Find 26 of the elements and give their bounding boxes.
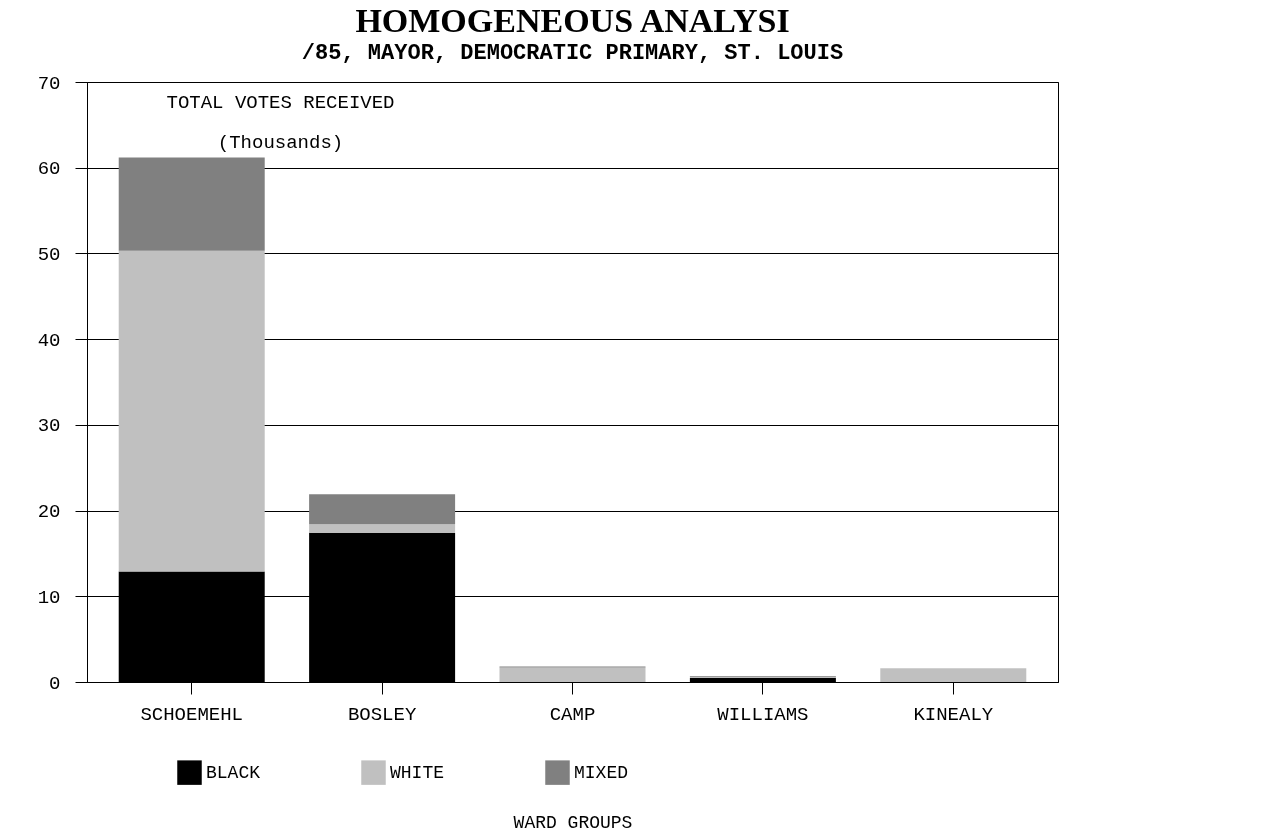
bar xyxy=(118,157,265,251)
y-tick-label: 10 xyxy=(37,586,61,609)
bar xyxy=(309,494,456,525)
bar xyxy=(499,667,646,682)
y-tick-label: 60 xyxy=(37,158,61,181)
x-tick-label: KINEALY xyxy=(913,703,994,726)
bar xyxy=(309,524,456,533)
y-tick-label: 0 xyxy=(49,672,61,695)
y-tick-label: 30 xyxy=(37,415,61,438)
y-tick-label: 70 xyxy=(37,72,61,95)
x-tick-label: WILLIAMS xyxy=(717,703,809,726)
x-tick-label: BOSLEY xyxy=(347,703,417,726)
legend-label: WHITE xyxy=(390,762,445,783)
chart-subtitle: /85, MAYOR, DEMOCRATIC PRIMARY, ST. LOUIS xyxy=(301,41,844,66)
x-tick-label: CAMP xyxy=(549,703,596,726)
x-tick-label: SCHOEMEHL xyxy=(140,703,244,726)
y-tick-label: 20 xyxy=(37,501,61,524)
chart-title: HOMOGENEOUS ANALYSI xyxy=(355,2,790,39)
x-axis-title: WARD GROUPS xyxy=(513,812,633,833)
y-tick-label: 50 xyxy=(37,243,61,266)
bar xyxy=(880,668,1027,682)
y-tick-label: 40 xyxy=(37,329,61,352)
legend-label: MIXED xyxy=(574,762,629,783)
y-axis-title: TOTAL VOTES RECEIVED (Thousands) xyxy=(166,91,395,154)
bar xyxy=(118,250,265,572)
legend-label: BLACK xyxy=(206,762,261,783)
